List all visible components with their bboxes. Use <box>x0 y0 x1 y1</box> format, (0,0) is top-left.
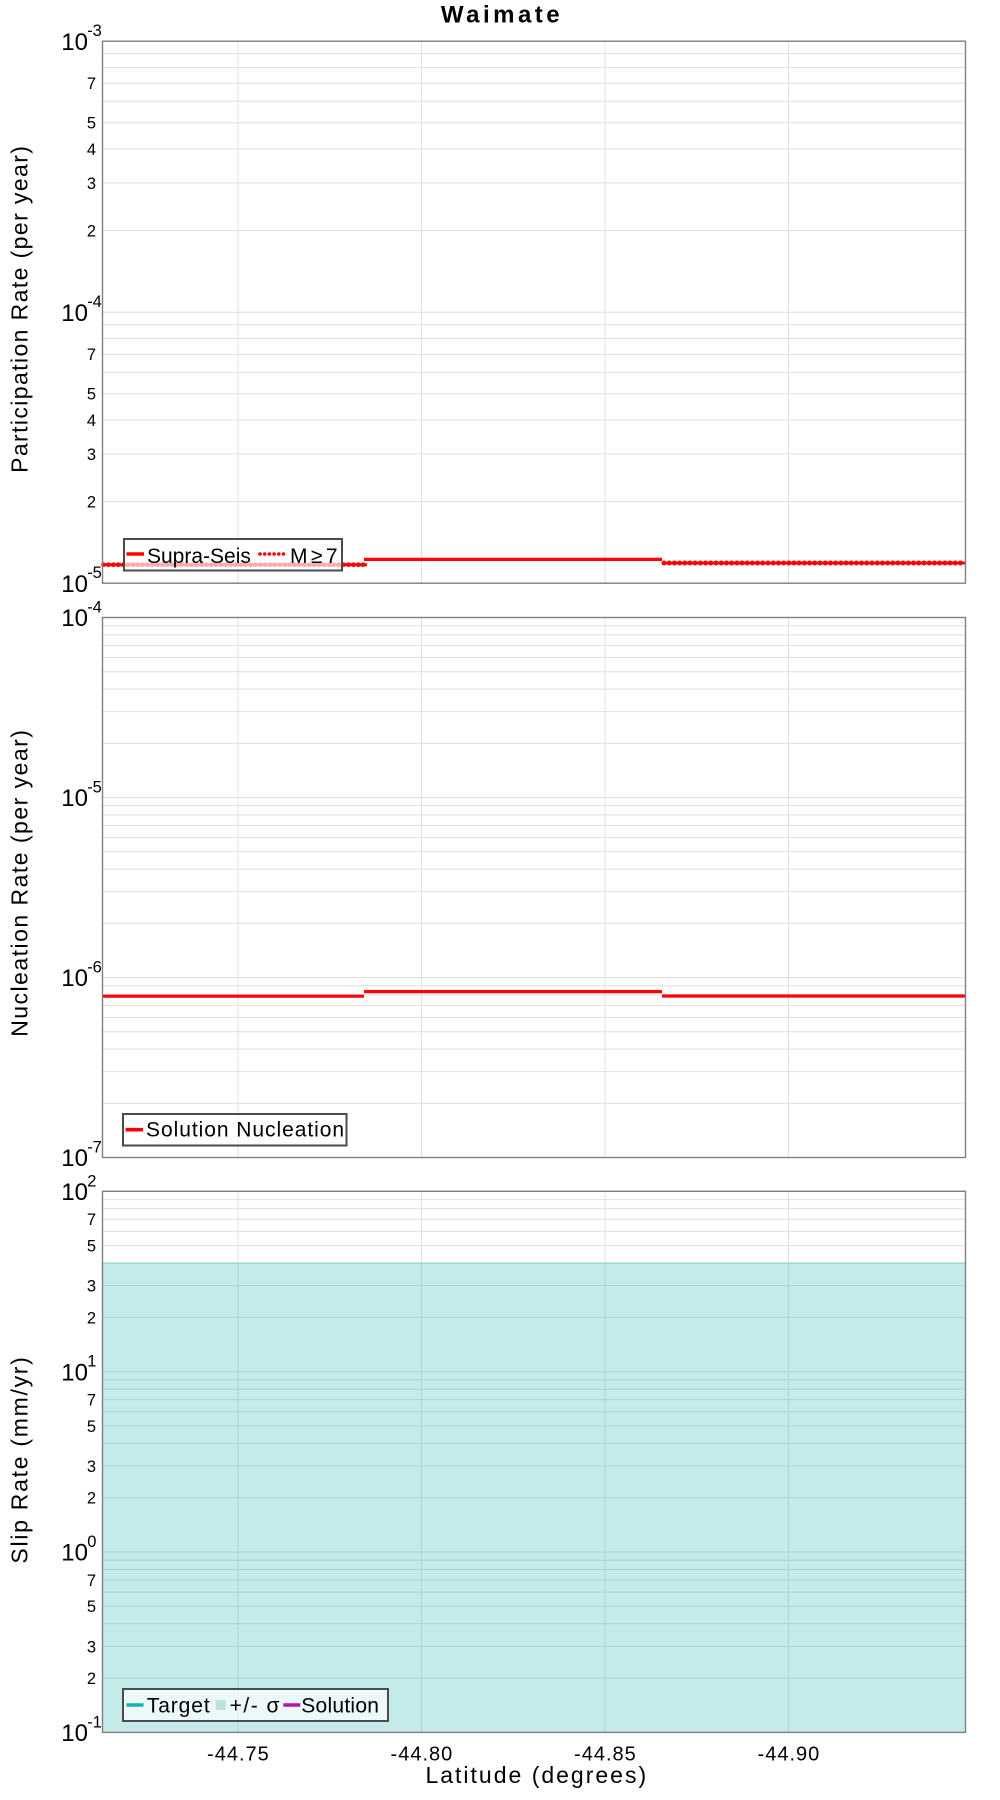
svg-text:5: 5 <box>87 386 96 404</box>
svg-text:1: 1 <box>87 1353 96 1371</box>
svg-text:-44.75: -44.75 <box>207 1744 270 1766</box>
svg-text:2: 2 <box>87 494 96 512</box>
svg-text:5: 5 <box>87 1238 96 1256</box>
svg-text:-4: -4 <box>87 599 102 617</box>
svg-text:3: 3 <box>87 1458 96 1476</box>
svg-text:7: 7 <box>87 75 96 93</box>
svg-text:2: 2 <box>87 1670 96 1688</box>
svg-text:-44.90: -44.90 <box>758 1744 821 1766</box>
svg-text:Solution Nucleation: Solution Nucleation <box>146 1118 345 1141</box>
svg-text:+/- σ: +/- σ <box>230 1695 281 1718</box>
svg-text:0: 0 <box>87 1533 96 1551</box>
svg-text:10: 10 <box>61 605 88 632</box>
svg-text:Target: Target <box>147 1695 211 1718</box>
svg-text:Nucleation Rate (per year): Nucleation Rate (per year) <box>7 729 33 1037</box>
svg-text:5: 5 <box>87 115 96 133</box>
svg-text:7: 7 <box>87 1572 96 1590</box>
svg-text:Supra-Seis: Supra-Seis <box>147 545 251 568</box>
svg-text:-44.80: -44.80 <box>391 1744 454 1766</box>
svg-text:10: 10 <box>61 785 88 812</box>
svg-text:2: 2 <box>87 1172 96 1190</box>
svg-text:2: 2 <box>87 223 96 241</box>
svg-text:4: 4 <box>87 141 96 159</box>
svg-text:-5: -5 <box>87 564 102 582</box>
svg-text:3: 3 <box>87 175 96 193</box>
svg-text:-7: -7 <box>87 1139 102 1157</box>
svg-text:-3: -3 <box>87 22 102 40</box>
svg-text:-44.85: -44.85 <box>574 1744 637 1766</box>
svg-text:10: 10 <box>61 1540 88 1567</box>
svg-text:10: 10 <box>61 29 88 56</box>
svg-text:7: 7 <box>87 1211 96 1229</box>
svg-text:Slip Rate (mm/yr): Slip Rate (mm/yr) <box>7 1355 33 1563</box>
svg-text:10: 10 <box>61 1145 88 1172</box>
svg-text:Waimate: Waimate <box>441 2 563 29</box>
svg-text:-6: -6 <box>87 959 102 977</box>
svg-text:10: 10 <box>61 1179 88 1206</box>
svg-text:10: 10 <box>61 571 88 598</box>
svg-text:10: 10 <box>61 1720 88 1747</box>
svg-text:5: 5 <box>87 1598 96 1616</box>
svg-text:M≥7: M≥7 <box>290 545 341 568</box>
svg-text:2: 2 <box>87 1490 96 1508</box>
svg-text:Latitude (degrees): Latitude (degrees) <box>425 1762 648 1788</box>
svg-text:Solution: Solution <box>301 1695 379 1718</box>
svg-text:10: 10 <box>61 300 88 327</box>
svg-text:-4: -4 <box>87 293 102 311</box>
svg-text:Participation Rate (per year): Participation Rate (per year) <box>7 145 33 473</box>
svg-text:2: 2 <box>87 1309 96 1327</box>
svg-text:-1: -1 <box>87 1713 102 1731</box>
svg-text:7: 7 <box>87 1392 96 1410</box>
svg-text:10: 10 <box>61 1359 88 1386</box>
svg-text:7: 7 <box>87 346 96 364</box>
svg-text:-5: -5 <box>87 779 102 797</box>
svg-text:3: 3 <box>87 1278 96 1296</box>
svg-text:10: 10 <box>61 965 88 992</box>
svg-text:3: 3 <box>87 446 96 464</box>
svg-text:3: 3 <box>87 1638 96 1656</box>
svg-text:5: 5 <box>87 1418 96 1436</box>
svg-text:4: 4 <box>87 412 96 430</box>
